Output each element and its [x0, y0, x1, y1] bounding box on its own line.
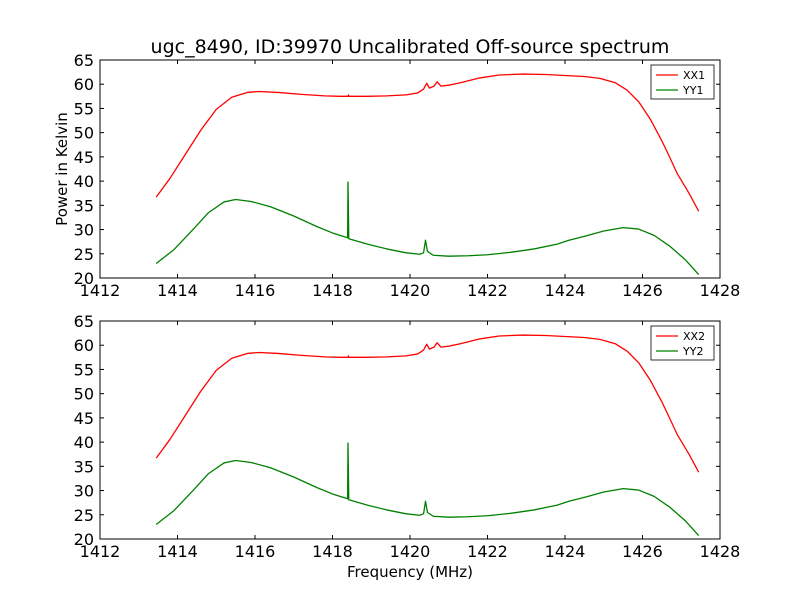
- series-line-xx2: [155, 334, 700, 473]
- x-tick-label: 1416: [235, 281, 276, 300]
- plot-panel-2: 1412 1414 1416 1418 1420 1422 1424 1426 1428 20 25…: [74, 312, 741, 561]
- y-tick-label: 35: [74, 196, 94, 215]
- x-tick-label: 1418: [312, 281, 353, 300]
- chart-title: ugc_8490, ID:39970 Uncalibrated Off-sour…: [151, 36, 670, 58]
- y-tick-label: 50: [74, 124, 94, 143]
- x-tick-label: 1422: [467, 281, 508, 300]
- series-line-yy1: [155, 181, 700, 276]
- series-line-yy2: [155, 442, 700, 537]
- x-tick-label: 1412: [80, 542, 121, 561]
- x-tick-label: 1414: [157, 542, 198, 561]
- x-tick-label: 1418: [312, 542, 353, 561]
- x-tick-label: 1420: [390, 542, 431, 561]
- x-tick-label: 1426: [622, 281, 663, 300]
- y-tick-label: 45: [74, 148, 94, 167]
- y-tick-label: 45: [74, 409, 94, 428]
- x-tick-label: 1424: [545, 542, 586, 561]
- x-tick-label: 1420: [390, 281, 431, 300]
- legend-box: [650, 64, 715, 100]
- y-tick-label: 35: [74, 457, 94, 476]
- y-tick-label: 55: [74, 360, 94, 379]
- y-axis-label: Power in Kelvin: [53, 112, 71, 226]
- x-axis-label: Frequency (MHz): [347, 563, 473, 581]
- legend-label-xx2: XX2: [683, 330, 705, 343]
- x-tick-label: 1422: [467, 542, 508, 561]
- legend-label-yy2: YY2: [682, 345, 703, 358]
- y-tick-label: 65: [74, 51, 94, 70]
- y-tick-label: 20: [74, 269, 94, 288]
- y-tick-label: 30: [74, 482, 94, 501]
- x-tick-label: 1424: [545, 281, 586, 300]
- y-tick-label: 25: [74, 506, 94, 525]
- legend-label-yy1: YY1: [682, 84, 703, 97]
- y-tick-label: 60: [74, 75, 94, 94]
- x-tick-label: 1414: [157, 281, 198, 300]
- y-tick-label: 40: [74, 433, 94, 452]
- x-tick-label: 1426: [622, 542, 663, 561]
- y-tick-label: 55: [74, 99, 94, 118]
- y-tick-label: 50: [74, 385, 94, 404]
- y-tick-label: 60: [74, 336, 94, 355]
- y-tick-label: 20: [74, 530, 94, 549]
- y-tick-label: 30: [74, 221, 94, 240]
- y-tick-label: 40: [74, 172, 94, 191]
- series-line-xx1: [155, 73, 700, 212]
- legend-label-xx1: XX1: [683, 69, 705, 82]
- plot-panel-1: 1412 1414 1416 1418 1420 1422 1424 1426 1428 20 25…: [74, 51, 741, 300]
- x-tick-label: 1412: [80, 281, 121, 300]
- y-tick-label: 25: [74, 245, 94, 264]
- x-tick-label: 1428: [700, 281, 741, 300]
- x-tick-label: 1428: [700, 542, 741, 561]
- y-tick-label: 65: [74, 312, 94, 331]
- x-tick-label: 1416: [235, 542, 276, 561]
- legend-box: [650, 325, 715, 361]
